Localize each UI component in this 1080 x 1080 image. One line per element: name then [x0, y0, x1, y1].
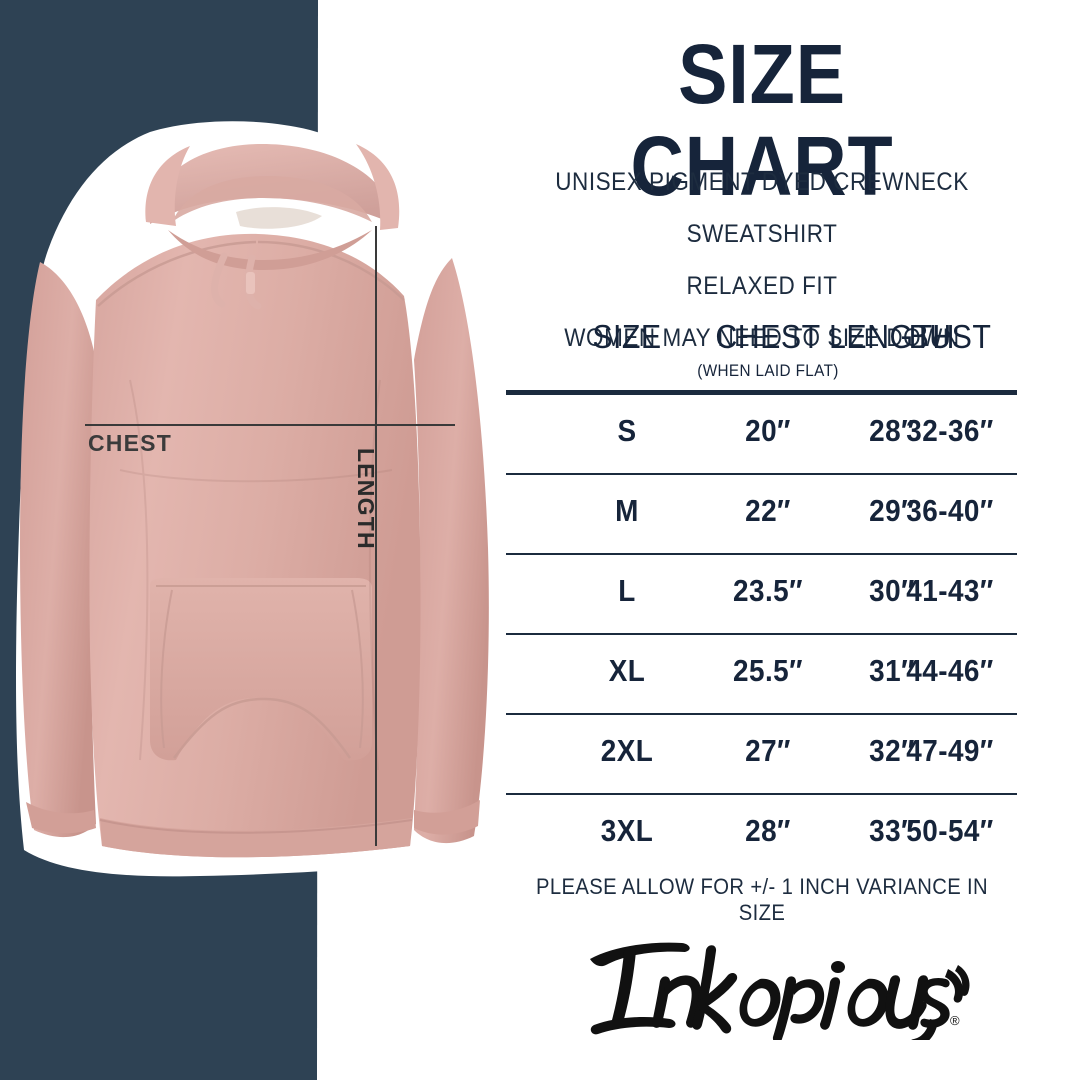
kangaroo-pocket	[150, 578, 372, 761]
column-header-bust: BUST	[908, 318, 992, 355]
column-header-chest: CHEST	[715, 318, 821, 355]
cell-length: 31″	[869, 653, 915, 688]
right-sleeve	[414, 258, 489, 844]
cell-length: 30″	[869, 573, 915, 608]
length-measurement-label: LENGTH	[353, 448, 379, 550]
table-top-rule	[506, 390, 1017, 395]
cell-chest: 28″	[745, 813, 791, 848]
page-title: SIZE CHART	[630, 27, 894, 213]
cell-size: M	[615, 493, 639, 528]
table-row: S 20″ 28″ 32-36″	[506, 395, 1018, 473]
brand-logo: ®	[506, 925, 1018, 1045]
cell-bust: 32-36″	[906, 413, 994, 448]
variance-note: PLEASE ALLOW FOR +/- 1 INCH VARIANCE IN …	[535, 874, 989, 925]
subtitle-fit: RELAXED FIT	[686, 272, 838, 300]
table-row: 2XL 27″ 32″ 47-49″	[506, 715, 1018, 793]
table-row: L 23.5″ 30″ 41-43″	[506, 555, 1018, 633]
cell-bust: 50-54″	[906, 813, 994, 848]
cell-length: 29″	[869, 493, 915, 528]
left-sleeve	[20, 262, 96, 838]
drawstring-aglet	[246, 272, 255, 294]
cell-size: 3XL	[600, 813, 654, 848]
cell-chest: 25.5″	[733, 653, 803, 688]
size-table: SIZE CHEST LENGTH BUST (WHEN LAID FLAT) …	[506, 318, 1018, 873]
cell-bust: 47-49″	[906, 733, 994, 768]
table-row: XL 25.5″ 31″ 44-46″	[506, 635, 1018, 713]
cell-bust: 44-46″	[906, 653, 994, 688]
subtitle-group: UNISEX PIGMENT DYED CREWNECK SWEATSHIRT …	[506, 156, 1018, 364]
right-cuff	[414, 800, 480, 835]
table-row-divider	[506, 473, 1017, 475]
cell-chest: 27″	[745, 733, 791, 768]
cell-size: S	[617, 413, 637, 448]
left-cuff	[26, 802, 96, 834]
cell-bust: 36-40″	[906, 493, 994, 528]
column-header-length: LENGTH	[829, 318, 955, 355]
table-row: M 22″ 29″ 36-40″	[506, 475, 1018, 553]
cell-chest: 22″	[745, 493, 791, 528]
table-row-divider	[506, 553, 1017, 555]
garment-image	[0, 0, 520, 1080]
cell-chest: 20″	[745, 413, 791, 448]
registered-trademark-mark: ®	[950, 1013, 960, 1028]
cell-size: XL	[608, 653, 646, 688]
hood-lining-texture	[236, 207, 322, 229]
cell-size: 2XL	[600, 733, 654, 768]
chest-measurement-label: CHEST	[88, 430, 172, 456]
table-row-divider	[506, 633, 1017, 635]
cell-bust: 41-43″	[906, 573, 994, 608]
cell-length: 33″	[869, 813, 915, 848]
chest-measurement-line	[85, 424, 455, 426]
column-header-chest-note: (WHEN LAID FLAT)	[697, 361, 839, 380]
subtitle-sizing-advice: WOMEN MAY NEED TO SIZE DOWN	[564, 324, 960, 352]
chart-content: SIZE CHART UNISEX PIGMENT DYED CREWNECK …	[506, 0, 1018, 1080]
table-row-divider	[506, 713, 1017, 715]
column-header-size: SIZE	[592, 318, 662, 355]
table-row-divider	[506, 793, 1017, 795]
table-row: 3XL 28″ 33″ 50-54″	[506, 795, 1018, 873]
inkopious-wordmark: ®	[590, 942, 970, 1040]
table-header-row: SIZE CHEST LENGTH BUST (WHEN LAID FLAT)	[506, 318, 1018, 390]
cell-length: 32″	[869, 733, 915, 768]
cell-size: L	[618, 573, 636, 608]
cell-length: 28″	[869, 413, 915, 448]
subtitle-product: UNISEX PIGMENT DYED CREWNECK SWEATSHIRT	[555, 168, 969, 248]
cell-chest: 23.5″	[733, 573, 803, 608]
length-measurement-line	[375, 226, 377, 846]
